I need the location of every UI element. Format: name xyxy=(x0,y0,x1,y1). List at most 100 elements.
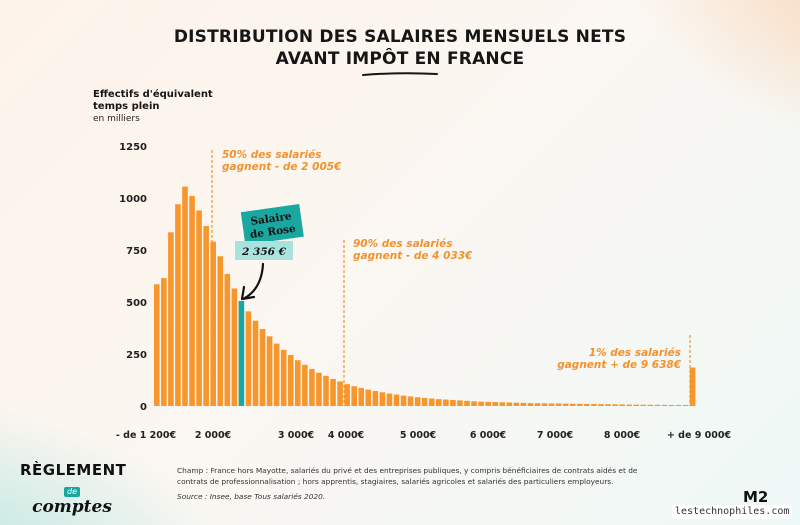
y-ticks: 0 250 500 750 1000 1250 xyxy=(119,142,147,413)
bar xyxy=(323,375,329,406)
chart-title: DISTRIBUTION DES SALAIRES MENSUELS NETS … xyxy=(0,26,800,70)
bar xyxy=(400,395,407,406)
bar xyxy=(273,343,280,406)
salaire-rose-value: 2 356 € xyxy=(241,246,287,258)
x-tick-label: 7 000€ xyxy=(537,430,573,441)
bar xyxy=(175,204,181,406)
bar xyxy=(492,402,498,406)
bar xyxy=(626,404,632,406)
bar xyxy=(189,195,195,406)
bar xyxy=(633,404,639,406)
bar xyxy=(245,311,252,406)
x-ticks: - de 1 200€ 2 000€ 3 000€ 4 000€ 5 000€ 6 000… xyxy=(116,430,731,441)
bar xyxy=(682,404,689,406)
bar xyxy=(407,396,414,406)
bar xyxy=(259,329,266,406)
bar xyxy=(203,226,209,406)
bar xyxy=(555,403,562,406)
bar xyxy=(386,393,393,406)
bar xyxy=(569,403,576,406)
bar xyxy=(393,394,400,406)
bar xyxy=(562,403,569,406)
bar xyxy=(365,389,372,406)
y-tick-label: 1250 xyxy=(119,142,147,153)
bar xyxy=(541,403,548,406)
bar xyxy=(471,401,477,406)
logo-bottom-text: comptes xyxy=(32,497,112,517)
bar xyxy=(548,403,555,406)
bar xyxy=(436,399,442,406)
bar xyxy=(351,386,357,406)
bar xyxy=(443,399,449,406)
bar xyxy=(154,284,160,406)
x-tick-label: + de 9 000€ xyxy=(667,430,731,441)
x-tick-label: 6 000€ xyxy=(470,430,506,441)
p99-annotation-line2: gagnent + de 9 638€ xyxy=(557,359,681,371)
bar xyxy=(647,404,654,406)
arrow-to-highlight xyxy=(243,262,265,300)
source-note: Source : Insee, base Tous salariés 2020. xyxy=(177,492,326,501)
footnote: Champ : France hors Mayotte, salariés du… xyxy=(177,466,638,486)
bar xyxy=(182,186,188,406)
x-tick-label: 4 000€ xyxy=(328,430,364,441)
bar xyxy=(231,288,238,406)
bar xyxy=(654,404,661,406)
bar xyxy=(478,401,484,406)
bar xyxy=(591,404,597,406)
x-tick-label: 3 000€ xyxy=(278,430,314,441)
bar xyxy=(372,391,379,406)
bar xyxy=(485,401,491,406)
x-tick-label: 8 000€ xyxy=(604,430,640,441)
bar xyxy=(675,404,682,406)
y-axis-unit: en milliers xyxy=(93,114,140,124)
bar xyxy=(457,400,463,406)
bar xyxy=(295,360,301,406)
bar xyxy=(287,355,294,406)
p99-annotation-line1: 1% des salariés xyxy=(589,347,681,359)
logo-top-text: RÈGLEMENT xyxy=(20,461,127,479)
bar xyxy=(577,403,583,406)
bar xyxy=(668,404,675,406)
bar xyxy=(421,397,428,406)
chart-title-line1: DISTRIBUTION DES SALAIRES MENSUELS NETS xyxy=(173,27,627,47)
logo-reglement-de-comptes: RÈGLEMENT de comptes xyxy=(20,461,127,517)
y-tick-label: 250 xyxy=(126,350,147,361)
bar xyxy=(224,273,231,406)
bar xyxy=(196,210,202,406)
bar xyxy=(520,402,527,406)
bar xyxy=(689,367,696,406)
bar xyxy=(534,403,541,406)
brand-logo: M2 xyxy=(743,488,769,506)
bar xyxy=(252,320,259,406)
y-tick-label: 1000 xyxy=(119,194,147,205)
bar xyxy=(612,404,618,406)
bar xyxy=(661,404,668,406)
bar xyxy=(266,336,273,406)
chart-title-line2: AVANT IMPÔT EN FRANCE xyxy=(275,49,525,69)
bar xyxy=(414,397,421,406)
y-tick-label: 0 xyxy=(140,402,147,413)
bar xyxy=(464,400,470,406)
bar xyxy=(428,398,435,406)
x-tick-label: 2 000€ xyxy=(195,430,231,441)
bar xyxy=(506,402,513,406)
bars xyxy=(154,186,696,406)
bar xyxy=(302,364,308,406)
bar xyxy=(316,372,322,406)
salaire-rose-tag-line1: Salaire xyxy=(250,210,293,228)
median-annotation-line1: 50% des salariés xyxy=(222,149,322,161)
bar xyxy=(513,402,520,406)
y-tick-label: 750 xyxy=(126,246,147,257)
bar xyxy=(168,232,174,406)
bar xyxy=(619,404,625,406)
bar xyxy=(527,403,534,406)
bar xyxy=(309,368,315,406)
p90-annotation-line2: gagnent - de 4 033€ xyxy=(353,250,473,262)
p90-annotation-line1: 90% des salariés xyxy=(353,238,453,250)
bar xyxy=(330,378,336,406)
bar xyxy=(217,256,224,406)
bar xyxy=(598,404,604,406)
